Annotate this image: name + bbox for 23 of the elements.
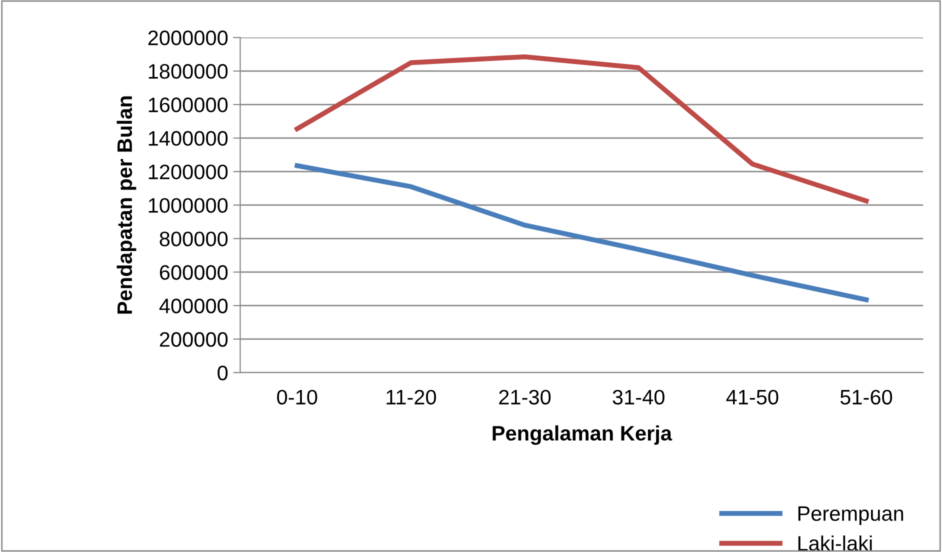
y-tick-label: 800000 [160, 232, 228, 246]
y-tick-label: 2000000 [148, 30, 228, 46]
x-tick-label: 51-60 [840, 390, 892, 405]
y-tick-label: 200000 [160, 332, 228, 347]
y-tick-label: 1000000 [148, 198, 228, 213]
x-axis-title: Pengalaman Kerja [492, 425, 672, 445]
x-tick-label: 21-30 [499, 390, 551, 405]
y-tick-label: 1400000 [148, 131, 228, 146]
y-tick-label: 1200000 [148, 164, 228, 180]
y-tick-label: 400000 [159, 298, 228, 314]
y-tick-label: 1600000 [148, 98, 228, 112]
x-tick-label: 11-20 [386, 390, 436, 405]
y-tick-label: 1800000 [148, 64, 228, 79]
y-tick-label: 600000 [160, 265, 228, 280]
y-tick-label: 0 [218, 366, 228, 380]
legend-label: Perempuan [798, 506, 904, 526]
y-axis-title: Pendapatan per Bulan [116, 96, 136, 314]
x-tick-label: 31-40 [612, 390, 664, 405]
x-tick-label: 41-50 [726, 390, 778, 405]
legend-label: Laki-laki [798, 535, 872, 551]
line-series [294, 54, 869, 204]
x-tick-label: 0-10 [277, 390, 318, 405]
line-series [294, 163, 869, 302]
